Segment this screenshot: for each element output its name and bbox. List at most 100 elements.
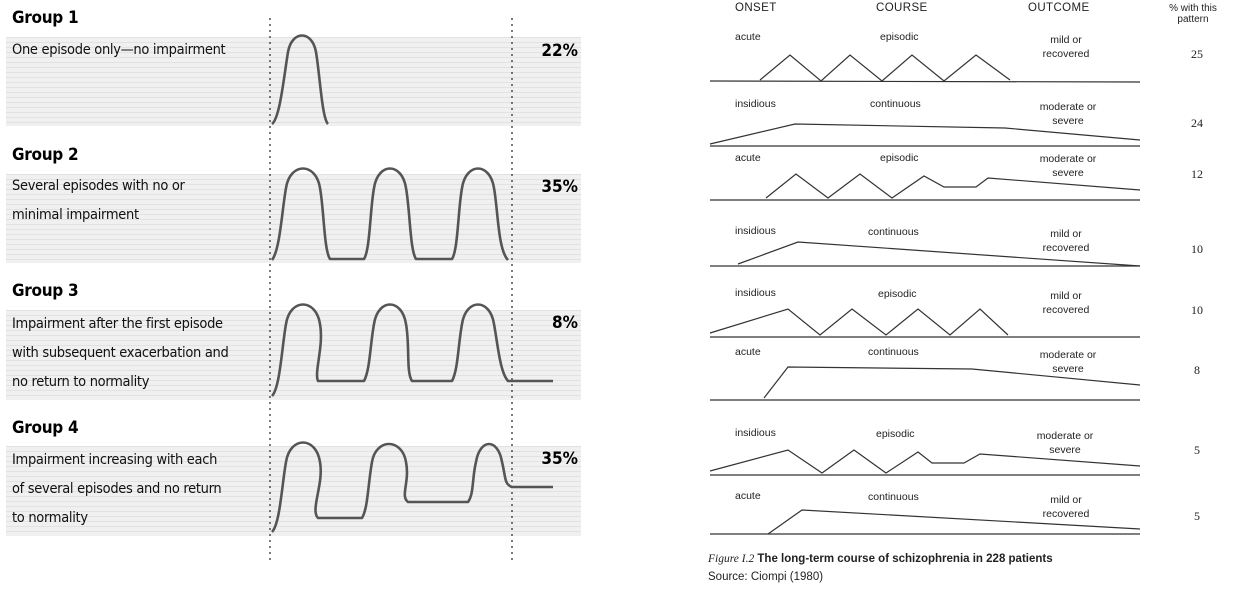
group-1-curve (270, 34, 330, 126)
row-1-pattern (759, 54, 1011, 82)
row-3-outcome-line-2: severe (1052, 167, 1084, 179)
percent-header: % with this pattern (1153, 3, 1233, 25)
row-5-percent: 10 (1191, 303, 1203, 317)
row-2-course: continuous (870, 98, 921, 110)
outcome-header: OUTCOME (1028, 2, 1090, 14)
row-7-outcome-line-2: severe (1049, 444, 1081, 456)
group-course-panel: Group 1 One episode only—no impairment 2… (0, 0, 600, 595)
row-1-percent: 25 (1191, 47, 1203, 61)
group-4-percent: 35% (541, 449, 578, 469)
row-8-onset: acute (735, 490, 761, 502)
row-4-outcome-line-2: recovered (1042, 242, 1090, 254)
row-3-outcome-line-1: moderate or (1039, 153, 1097, 165)
onset-header: ONSET (735, 2, 777, 14)
group-3-percent: 8% (552, 313, 578, 333)
group-4-curve (270, 441, 553, 533)
row-1-course: episodic (880, 31, 919, 43)
row-8-pattern (767, 509, 1141, 535)
row-8-outcome-line-1: mild or (1050, 494, 1082, 506)
row-4-onset: insidious (735, 225, 776, 237)
row-2-percent: 24 (1191, 116, 1203, 130)
row-7-outcome-line-1: moderate or (1036, 430, 1094, 442)
row-6-percent: 8 (1194, 363, 1200, 377)
row-5-onset: insidious (735, 287, 776, 299)
row-6-course: continuous (868, 346, 919, 358)
row-7-pattern (709, 449, 1141, 474)
group-2-line-1: Several episodes with no or (12, 178, 185, 194)
schizophrenia-course-figure: ONSET COURSE OUTCOME % with this pattern… (700, 0, 1248, 595)
course-pattern-lines (709, 54, 1141, 535)
group-4-title: Group 4 (12, 418, 79, 438)
row-4-outcome: mild or recovered (1016, 227, 1116, 255)
row-8-course: continuous (868, 491, 919, 503)
row-2-outcome: moderate or severe (1018, 100, 1118, 128)
group-4-line-1: Impairment increasing with each (12, 452, 218, 468)
row-5-outcome-line-2: recovered (1042, 304, 1090, 316)
group-3-band (6, 310, 581, 400)
group-3-line-1: Impairment after the first episode (12, 316, 223, 332)
group-2-percent: 35% (541, 177, 578, 197)
row-4-percent: 10 (1191, 242, 1203, 256)
row-2-outcome-line-1: moderate or (1039, 101, 1097, 113)
row-5-pattern (709, 308, 1009, 336)
row-6-outcome: moderate or severe (1018, 348, 1118, 376)
row-1-outcome: mild or recovered (1016, 33, 1116, 61)
row-1-baseline (709, 80, 1141, 83)
group-1-title: Group 1 (12, 8, 79, 28)
group-3-line-2: with subsequent exacerbation and (12, 345, 229, 361)
row-2-onset: insidious (735, 98, 776, 110)
row-7-onset: insidious (735, 427, 776, 439)
row-2-pattern (709, 123, 1141, 145)
group-1-description: One episode only—no impairment (12, 36, 226, 65)
row-4-outcome-line-1: mild or (1050, 228, 1082, 240)
row-5-outcome: mild or recovered (1016, 289, 1116, 317)
figure-title: The long-term course of schizophrenia in… (757, 553, 1053, 565)
row-5-outcome-line-1: mild or (1050, 290, 1082, 302)
row-3-pattern (765, 173, 1141, 199)
row-3-percent: 12 (1191, 167, 1203, 181)
group-4-description: Impairment increasing with each of sever… (12, 446, 222, 533)
group-2-band (6, 174, 581, 263)
group-2-description: Several episodes with no or minimal impa… (12, 172, 185, 230)
row-3-onset: acute (735, 152, 761, 164)
row-4-course: continuous (868, 226, 919, 238)
group-3-curve (270, 303, 553, 397)
course-header: COURSE (876, 2, 928, 14)
row-3-outcome: moderate or severe (1018, 152, 1118, 180)
row-7-percent: 5 (1194, 443, 1200, 457)
row-8-percent: 5 (1194, 509, 1200, 523)
group-3-description: Impairment after the first episode with … (12, 310, 229, 397)
group-3-line-3: no return to normality (12, 374, 150, 390)
row-6-onset: acute (735, 346, 761, 358)
group-episode-curves (269, 18, 553, 562)
group-1-percent: 22% (541, 41, 578, 61)
row-1-outcome-line-1: mild or (1050, 34, 1082, 46)
row-8-outcome: mild or recovered (1016, 493, 1116, 521)
figure-caption: Figure I.2 The long-term course of schiz… (708, 553, 1053, 565)
figure-label: Figure I.2 (708, 553, 755, 565)
row-8-outcome-line-2: recovered (1042, 508, 1090, 520)
group-2-line-2: minimal impairment (12, 207, 139, 223)
row-2-outcome-line-2: severe (1052, 115, 1084, 127)
group-4-line-3: to normality (12, 510, 88, 526)
row-6-outcome-line-1: moderate or (1039, 349, 1097, 361)
row-5-course: episodic (878, 288, 917, 300)
group-1-line-1: One episode only—no impairment (12, 42, 226, 58)
group-2-curve (270, 167, 510, 261)
row-1-onset: acute (735, 31, 761, 43)
row-7-outcome: moderate or severe (1015, 429, 1115, 457)
percent-header-line-2: pattern (1177, 14, 1209, 25)
figure-source: Source: Ciompi (1980) (708, 571, 824, 583)
row-4-pattern (737, 241, 1141, 267)
row-3-course: episodic (880, 152, 919, 164)
row-6-pattern (763, 366, 1141, 399)
group-4-band (6, 446, 581, 536)
group-3-title: Group 3 (12, 281, 79, 301)
row-7-course: episodic (876, 428, 915, 440)
group-4-line-2: of several episodes and no return (12, 481, 222, 497)
row-1-outcome-line-2: recovered (1042, 48, 1090, 60)
percent-header-line-1: % with this (1169, 3, 1217, 14)
row-6-outcome-line-2: severe (1052, 363, 1084, 375)
group-1-band (6, 37, 581, 126)
group-2-title: Group 2 (12, 145, 79, 165)
